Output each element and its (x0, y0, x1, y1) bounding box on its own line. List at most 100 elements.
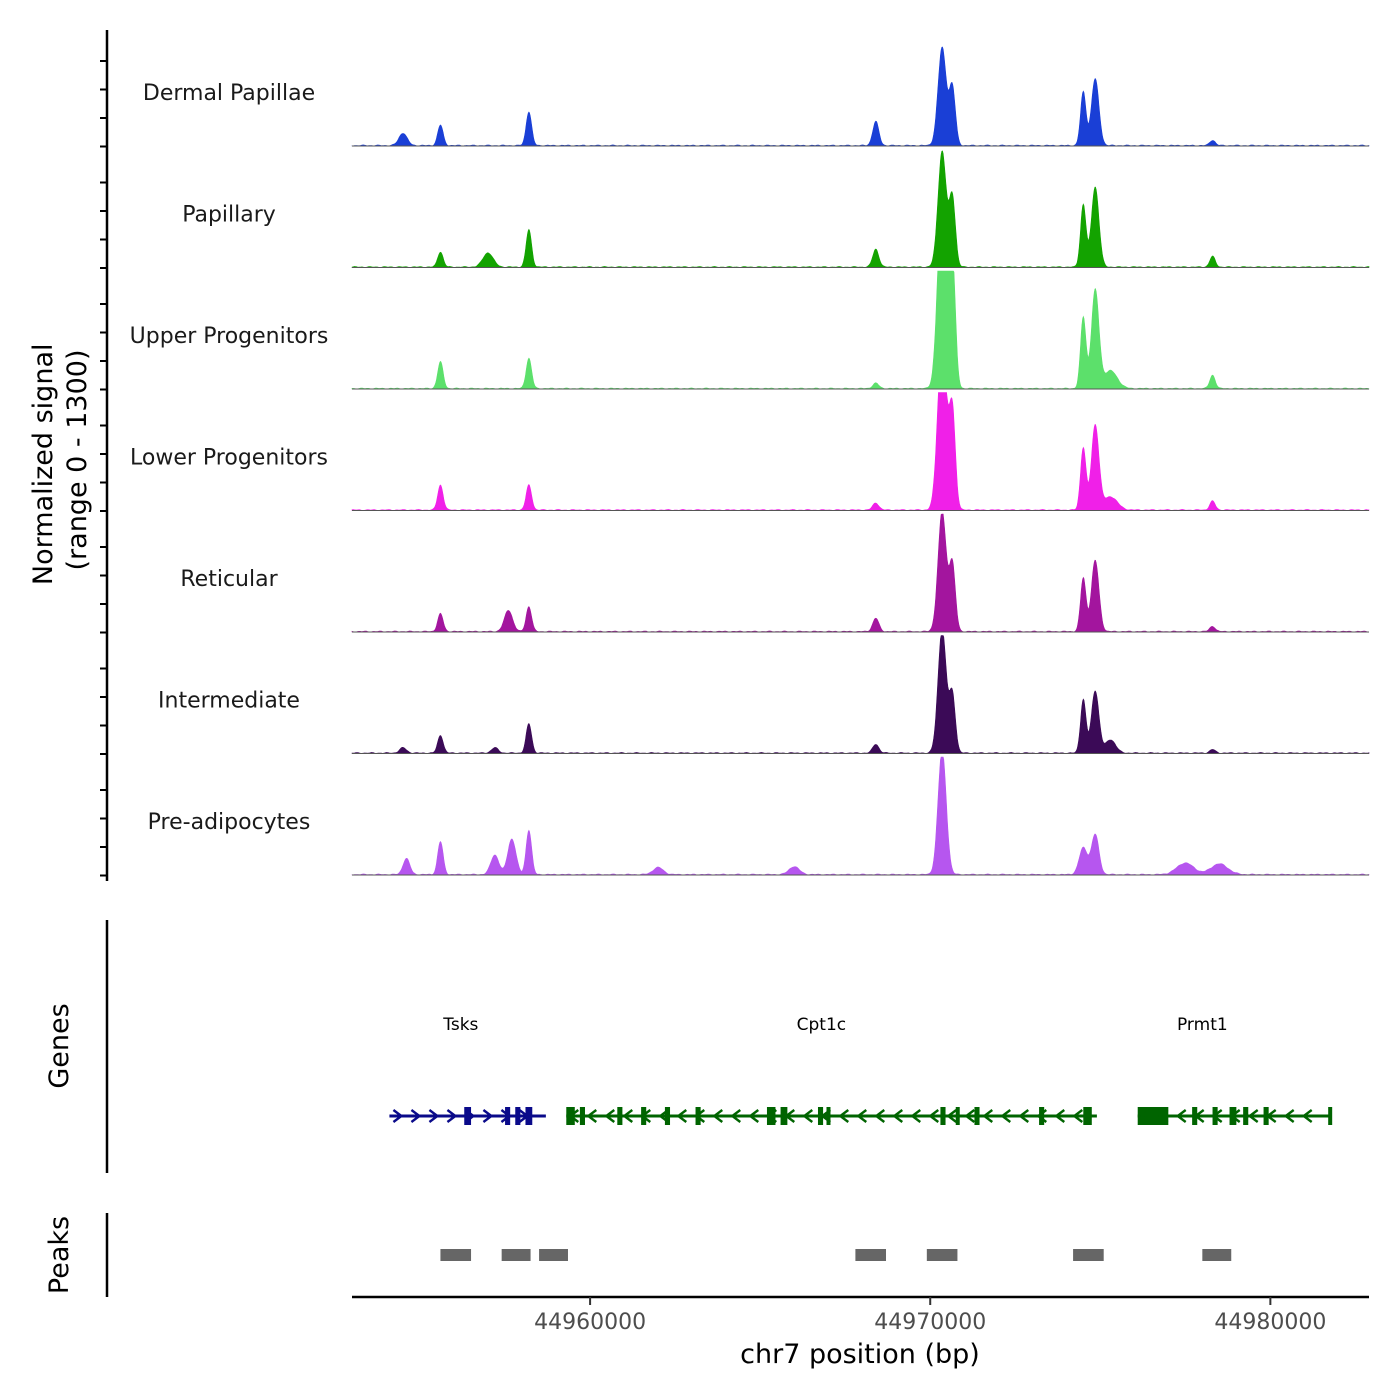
strand-arrow (838, 1109, 850, 1123)
strand-arrow (658, 1109, 670, 1123)
peak-region (926, 1249, 958, 1261)
coverage-area (351, 756, 1370, 876)
gene-exon (664, 1107, 671, 1125)
strand-arrow (982, 1109, 994, 1123)
strand-arrow (500, 1109, 512, 1123)
track-label: Intermediate (158, 689, 300, 714)
strand-arrow (712, 1109, 724, 1123)
strand-arrow (874, 1109, 886, 1123)
strand-arrow (910, 1109, 922, 1123)
peaks-track: Peaks (44, 1213, 1232, 1297)
strand-arrow (748, 1109, 760, 1123)
gene-exon (1083, 1107, 1092, 1125)
coverage-track-3: Lower Progenitors (130, 392, 1370, 511)
gene-exon (974, 1107, 980, 1125)
coverage-track-2: Upper Progenitors (130, 270, 1370, 390)
strand-arrow (1000, 1109, 1011, 1123)
strand-arrow (928, 1109, 940, 1123)
coverage-area (351, 270, 1370, 390)
gene-exon (940, 1107, 946, 1125)
gene-label: Tsks (442, 1015, 478, 1035)
y-axis-title: Normalized signal (range 0 - 1300) (28, 335, 93, 585)
strand-arrow (1175, 1109, 1187, 1123)
strand-arrow (1247, 1109, 1259, 1123)
strand-arrow (1283, 1109, 1295, 1123)
peak-region (1202, 1249, 1232, 1261)
gene-exon (1243, 1107, 1249, 1125)
strand-arrow (1265, 1109, 1277, 1123)
strand-arrow (482, 1109, 494, 1123)
track-label: Reticular (180, 567, 278, 592)
peak-region (501, 1249, 531, 1261)
strand-arrow (518, 1109, 530, 1123)
x-axis: chr7 position (bp) 44960000 44970000 44980… (352, 1295, 1369, 1370)
strand-arrow (1036, 1109, 1047, 1123)
track-label: Lower Progenitors (130, 446, 328, 471)
strand-arrow (586, 1109, 598, 1123)
strand-arrow (410, 1109, 422, 1123)
signal-y-axis (100, 30, 109, 881)
y-axis-title-line2: (range 0 - 1300) (62, 350, 93, 571)
gene-cpt1c: Cpt1c (566, 1015, 1097, 1125)
coverage-tracks: Dermal Papillae Papillary Upper Progenitor… (130, 46, 1370, 876)
strand-arrow (964, 1109, 976, 1123)
strand-arrow (1072, 1109, 1083, 1123)
x-tick-label: 44970000 (874, 1310, 986, 1335)
track-label: Pre-adipocytes (148, 810, 311, 835)
strand-arrow (1054, 1109, 1065, 1123)
strand-arrow (802, 1109, 814, 1123)
gene-exon (617, 1107, 623, 1125)
coverage-track-5: Intermediate (158, 635, 1370, 754)
peaks-track-label: Peaks (44, 1216, 75, 1294)
peak-region (440, 1249, 472, 1261)
gene-exon (464, 1107, 472, 1125)
coverage-area (351, 513, 1369, 633)
strand-arrow (1211, 1109, 1223, 1123)
peak-region (539, 1249, 568, 1261)
strand-arrow (446, 1109, 458, 1123)
track-label: Papillary (182, 203, 276, 228)
y-axis-title-line1: Normalized signal (28, 344, 59, 586)
strand-arrow (766, 1109, 778, 1123)
coverage-area (351, 46, 1370, 147)
strand-arrow (820, 1109, 832, 1123)
strand-arrow (464, 1109, 476, 1123)
peak-region (1073, 1249, 1104, 1261)
gene-tsks: Tsks (389, 1015, 546, 1125)
gene-exon (955, 1107, 960, 1125)
strand-arrow (730, 1109, 742, 1123)
strand-arrow (1157, 1109, 1169, 1123)
coverage-area (351, 150, 1370, 268)
gene-label: Cpt1c (797, 1015, 847, 1035)
strand-arrow (568, 1109, 580, 1123)
gene-exon (1039, 1107, 1045, 1125)
coverage-area (351, 635, 1370, 754)
gene-label: Prmt1 (1177, 1015, 1228, 1035)
gene-exon (780, 1107, 788, 1125)
gene-exon (826, 1107, 831, 1125)
strand-arrow (1139, 1109, 1151, 1123)
track-label: Dermal Papillae (143, 81, 315, 106)
strand-arrow (1229, 1109, 1241, 1123)
gene-track: Genes Tsks Cpt1c Prmt1 (44, 920, 1333, 1173)
strand-arrow (784, 1109, 796, 1123)
strand-arrow (1193, 1109, 1205, 1123)
coverage-track-1: Papillary (182, 150, 1370, 268)
gene-exon (579, 1107, 585, 1125)
track-label: Upper Progenitors (130, 324, 329, 349)
peak-region (855, 1249, 887, 1261)
gene-prmt1: Prmt1 (1137, 1015, 1333, 1125)
strand-arrow (604, 1109, 616, 1123)
coverage-track-0: Dermal Papillae (143, 46, 1370, 147)
strand-arrow (1301, 1109, 1313, 1123)
gene-track-label: Genes (44, 1003, 75, 1088)
strand-arrow (640, 1109, 652, 1123)
coverage-track-4: Reticular (180, 513, 1369, 633)
strand-arrow (694, 1109, 706, 1123)
strand-arrow (392, 1109, 404, 1123)
strand-arrow (428, 1109, 440, 1123)
strand-arrow (1018, 1109, 1029, 1123)
x-tick-label: 44980000 (1214, 1310, 1326, 1335)
coverage-area (351, 392, 1370, 511)
